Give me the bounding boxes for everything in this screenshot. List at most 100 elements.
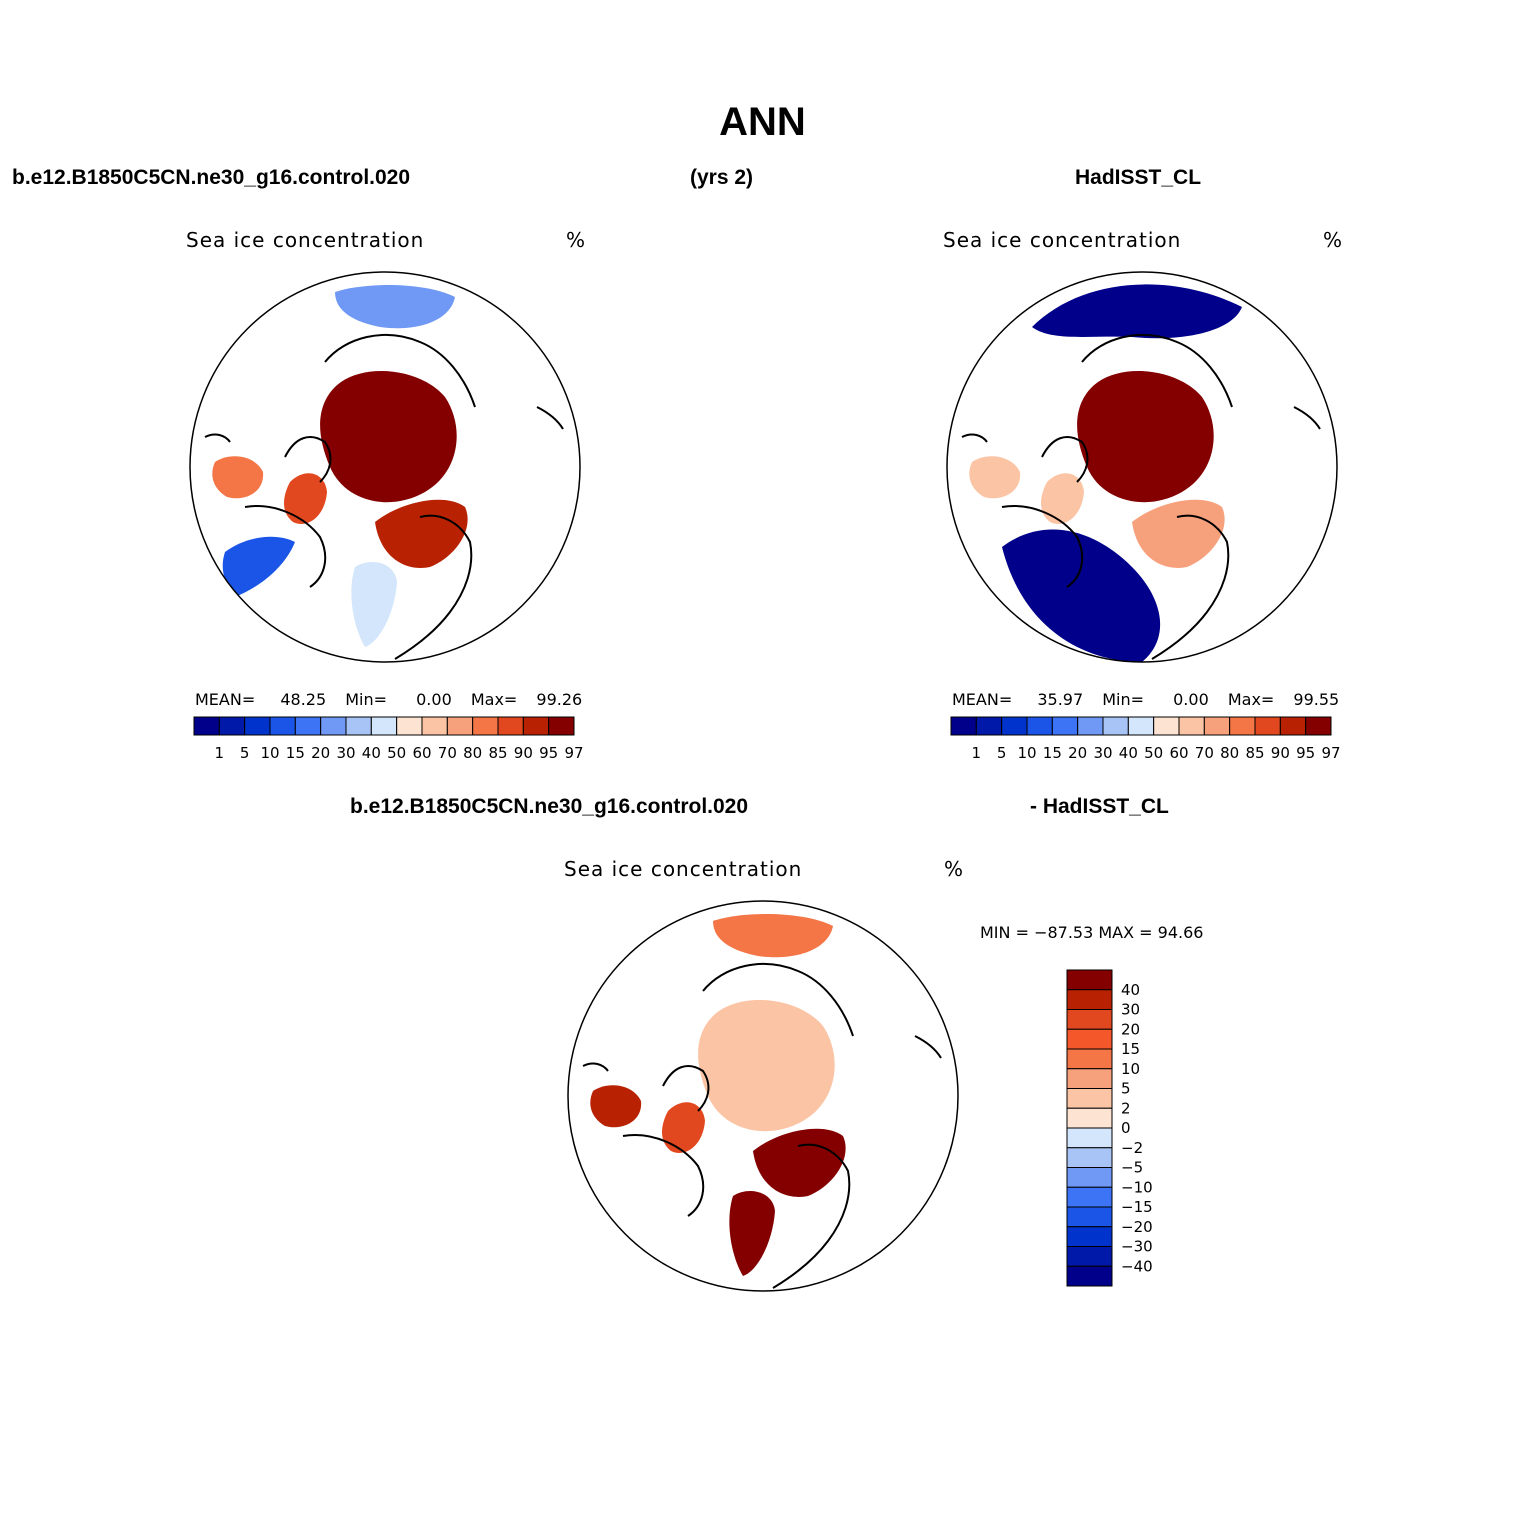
region-bering-okhotsk: [713, 914, 833, 958]
map-boundary: [946, 271, 1338, 663]
colorbar-box: [1066, 1226, 1113, 1247]
colorbar-tick-label: 2: [1121, 1099, 1131, 1117]
diff-obs-name: - HadISST_CL: [1030, 795, 1169, 818]
colorbar-tick-label: 80: [1220, 744, 1239, 762]
panel1-colorbar: 1 5 10 15 20 30 40 50 60 70 80 85 90 95 97: [193, 716, 584, 762]
panel1-min: 0.00: [416, 690, 452, 709]
colorbar-tick-label: −2: [1121, 1139, 1143, 1157]
colorbar-tick-label: 60: [1169, 744, 1188, 762]
colorbar-box: [1066, 1206, 1113, 1228]
colorbar-tick-label: −5: [1121, 1159, 1143, 1177]
coastline: [1293, 406, 1321, 430]
colorbar-tick-label: −10: [1121, 1178, 1153, 1196]
colorbar-box: [1066, 1088, 1113, 1109]
panel3-units: %: [944, 857, 965, 881]
region-hudson-bay: [212, 456, 264, 499]
coastline: [284, 436, 332, 483]
coastline: [1041, 436, 1089, 483]
colorbar-box: [1066, 1009, 1113, 1030]
colorbar-tick-label: 30: [336, 744, 355, 762]
colorbar-tick-label: 1: [972, 744, 982, 762]
colorbar-tick-label: 85: [488, 744, 507, 762]
region-labrador-sea: [222, 536, 295, 597]
panel2-mean-label: MEAN=: [952, 690, 1013, 709]
colorbar-box: [446, 716, 474, 736]
colorbar-tick-label: 70: [1195, 744, 1214, 762]
colorbar-tick-label: 60: [412, 744, 431, 762]
colorbar-tick-label: 97: [1321, 744, 1340, 762]
colorbar-box: [1066, 1167, 1113, 1188]
colorbar-tick-label: 10: [1017, 744, 1036, 762]
coastline: [622, 1134, 705, 1217]
colorbar-box: [1066, 1246, 1113, 1267]
region-open-ocean: [1002, 529, 1161, 662]
colorbar-tick-label: 15: [1121, 1040, 1140, 1058]
colorbar-tick-label: 97: [564, 744, 583, 762]
panel2-colorbar: 1 5 10 15 20 30 40 50 60 70 80 85 90 95 97: [950, 716, 1341, 762]
map-fill-group: [568, 901, 958, 1291]
colorbar-box: [472, 716, 499, 736]
panel2-max: 99.55: [1293, 690, 1340, 709]
colorbar-box: [1305, 716, 1332, 736]
panel1-units: %: [566, 228, 587, 252]
panel1-mean: 48.25: [280, 690, 327, 709]
figure-title: ANN: [719, 100, 806, 144]
colorbar-box: [1066, 1068, 1113, 1089]
coastline: [204, 433, 231, 443]
colorbar-tick-label: 5: [240, 744, 250, 762]
colorbar-tick-label: 5: [997, 744, 1007, 762]
region-barents-kara: [1132, 499, 1225, 568]
colorbar-box: [218, 716, 246, 736]
colorbar-box: [1051, 716, 1079, 736]
colorbar-tick-label: 1: [215, 744, 225, 762]
region-barents-kara: [753, 1128, 846, 1197]
colorbar-box: [1077, 716, 1104, 736]
map-boundary: [567, 900, 959, 1292]
colorbar-box: [1203, 716, 1231, 736]
colorbar-box: [269, 716, 296, 736]
colorbar-box: [193, 716, 220, 736]
colorbar-box: [1066, 1127, 1113, 1149]
map-fill-group: [947, 272, 1337, 662]
panel2-max-label: Max=: [1227, 690, 1275, 709]
panel1-map: [189, 271, 581, 663]
panel1-title: Sea ice concentration: [186, 228, 425, 252]
colorbar-tick-label: 80: [463, 744, 482, 762]
colorbar-box: [950, 716, 977, 736]
coastline: [536, 406, 564, 430]
colorbar-box: [1066, 1048, 1113, 1070]
colorbar-tick-label: 10: [260, 744, 279, 762]
colorbar-tick-label: −15: [1121, 1198, 1153, 1216]
region-barents-kara: [375, 499, 468, 568]
colorbar-tick-label: 5: [1121, 1080, 1131, 1098]
coastline: [324, 334, 476, 408]
diff-case-name: b.e12.B1850C5CN.ne30_g16.control.020: [350, 795, 749, 818]
colorbar-box: [370, 716, 398, 736]
case-name: b.e12.B1850C5CN.ne30_g16.control.020: [12, 166, 411, 189]
colorbar-box: [1001, 716, 1028, 736]
coastline: [1001, 505, 1084, 588]
colorbar-box: [345, 716, 372, 736]
panel2-min: 0.00: [1173, 690, 1209, 709]
region-central-arctic: [698, 999, 835, 1132]
region-hudson-bay: [969, 456, 1021, 499]
colorbar-box: [1066, 1186, 1113, 1208]
coastline: [582, 1062, 609, 1072]
region-bering-okhotsk: [335, 285, 455, 329]
colorbar-tick-label: 30: [1121, 1001, 1140, 1019]
region-central-arctic: [1077, 370, 1214, 503]
coastline: [394, 514, 473, 660]
region-baffin-bay: [1041, 473, 1084, 524]
colorbar-box: [1066, 1265, 1113, 1287]
colorbar-tick-label: 20: [1068, 744, 1087, 762]
colorbar-tick-label: 90: [1271, 744, 1290, 762]
colorbar-box: [1066, 989, 1113, 1010]
coastline: [914, 1035, 942, 1059]
panel2-units: %: [1323, 228, 1344, 252]
colorbar-box: [1153, 716, 1180, 736]
colorbar-box: [1127, 716, 1155, 736]
colorbar-tick-label: 20: [311, 744, 330, 762]
colorbar-tick-label: 70: [438, 744, 457, 762]
colorbar-tick-label: 20: [1121, 1020, 1140, 1038]
